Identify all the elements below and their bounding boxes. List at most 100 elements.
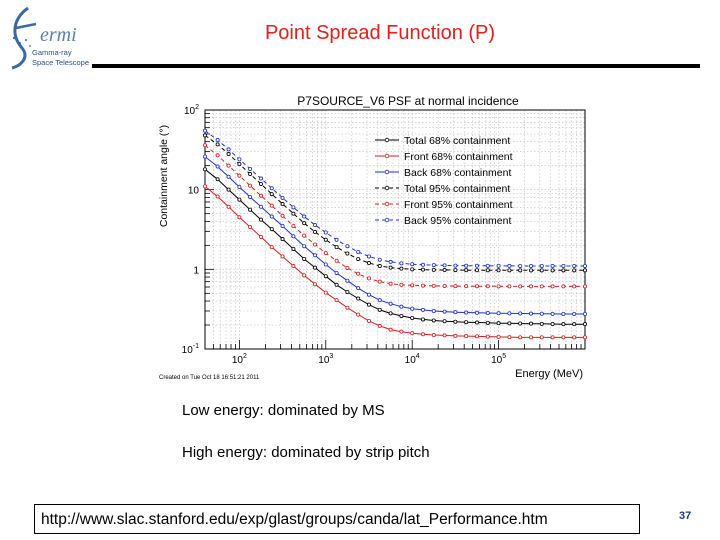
- data-point: [280, 254, 285, 259]
- data-point: [248, 224, 253, 229]
- series-line-4: [204, 144, 585, 287]
- legend-marker: [384, 153, 390, 159]
- data-point: [248, 172, 253, 177]
- data-point: [539, 311, 544, 316]
- data-point: [215, 153, 220, 158]
- data-point: [259, 217, 264, 222]
- data-point: [280, 223, 285, 228]
- data-point: [215, 194, 220, 199]
- data-point: [356, 250, 361, 255]
- data-point: [215, 177, 220, 182]
- data-point: [399, 313, 404, 318]
- data-point: [280, 237, 285, 242]
- data-point: [582, 311, 587, 316]
- data-point: [388, 281, 393, 286]
- y-tick-label: 10: [188, 186, 200, 197]
- title-rule: [92, 64, 700, 68]
- data-point: [582, 335, 587, 340]
- data-point: [572, 268, 577, 273]
- chart-footnote: Created on Tue Oct 18 16:51:21 2011: [159, 375, 260, 381]
- performance-url-link[interactable]: http://www.slac.stanford.edu/exp/glast/g…: [34, 504, 640, 534]
- data-point: [442, 268, 447, 273]
- data-point: [203, 184, 208, 189]
- data-point: [474, 320, 479, 325]
- data-point: [474, 334, 479, 339]
- data-point: [464, 310, 469, 315]
- data-point: [226, 163, 231, 168]
- data-point: [334, 282, 339, 287]
- data-point: [442, 263, 447, 268]
- legend-marker: [384, 169, 390, 175]
- bullet-high-energy: High energy: dominated by strip pitch: [182, 444, 430, 461]
- data-point: [237, 197, 242, 202]
- data-point: [496, 263, 501, 268]
- slide-title: Point Spread Function (P): [264, 22, 496, 44]
- data-point: [431, 267, 436, 272]
- data-point: [582, 322, 587, 327]
- data-point: [302, 221, 307, 226]
- data-point: [269, 203, 274, 208]
- data-point: [259, 193, 264, 198]
- data-point: [377, 307, 382, 312]
- data-point: [410, 262, 415, 267]
- data-point: [496, 321, 501, 326]
- data-point: [528, 311, 533, 316]
- data-point: [539, 263, 544, 268]
- data-point: [366, 292, 371, 297]
- x-tick-label: 103: [318, 353, 333, 366]
- data-point: [259, 176, 264, 181]
- chart-title: P7SOURCE_V6 PSF at normal incidence: [297, 94, 519, 108]
- data-point: [442, 309, 447, 314]
- data-point: [334, 270, 339, 275]
- data-point: [312, 282, 317, 287]
- data-point: [323, 251, 328, 256]
- data-point: [485, 284, 490, 289]
- data-point: [464, 320, 469, 325]
- data-point: [399, 329, 404, 334]
- data-point: [366, 276, 371, 281]
- data-point: [237, 215, 242, 220]
- data-point: [312, 253, 317, 258]
- logo-subtitle-line1: Gamma-ray: [32, 48, 72, 57]
- data-point: [302, 214, 307, 219]
- logo-wordmark: ermi: [40, 24, 77, 46]
- data-point: [464, 268, 469, 273]
- data-point: [291, 246, 296, 251]
- data-point: [507, 263, 512, 268]
- data-point: [302, 233, 307, 238]
- data-point: [550, 284, 555, 289]
- data-point: [453, 319, 458, 324]
- data-point: [203, 167, 208, 172]
- data-point: [215, 164, 220, 169]
- data-point: [561, 263, 566, 268]
- data-point: [334, 237, 339, 242]
- data-point: [345, 278, 350, 283]
- data-point: [431, 332, 436, 337]
- data-point: [388, 301, 393, 306]
- data-point: [291, 211, 296, 216]
- data-point: [420, 267, 425, 272]
- y-tick-label: 102: [184, 104, 199, 117]
- data-point: [356, 286, 361, 291]
- data-point: [226, 204, 231, 209]
- data-point: [237, 185, 242, 190]
- data-point: [259, 234, 264, 239]
- data-point: [539, 321, 544, 326]
- data-point: [528, 335, 533, 340]
- x-tick-label: 102: [232, 353, 247, 366]
- legend-label: Back 68% containment: [404, 167, 511, 179]
- data-point: [507, 321, 512, 326]
- data-point: [388, 327, 393, 332]
- data-point: [464, 263, 469, 268]
- data-point: [485, 334, 490, 339]
- data-point: [356, 296, 361, 301]
- data-point: [345, 289, 350, 294]
- data-point: [366, 318, 371, 323]
- data-point: [203, 128, 208, 133]
- data-point: [399, 261, 404, 266]
- data-point: [572, 322, 577, 327]
- data-point: [399, 266, 404, 271]
- data-point: [507, 335, 512, 340]
- data-point: [453, 310, 458, 315]
- data-point: [420, 262, 425, 267]
